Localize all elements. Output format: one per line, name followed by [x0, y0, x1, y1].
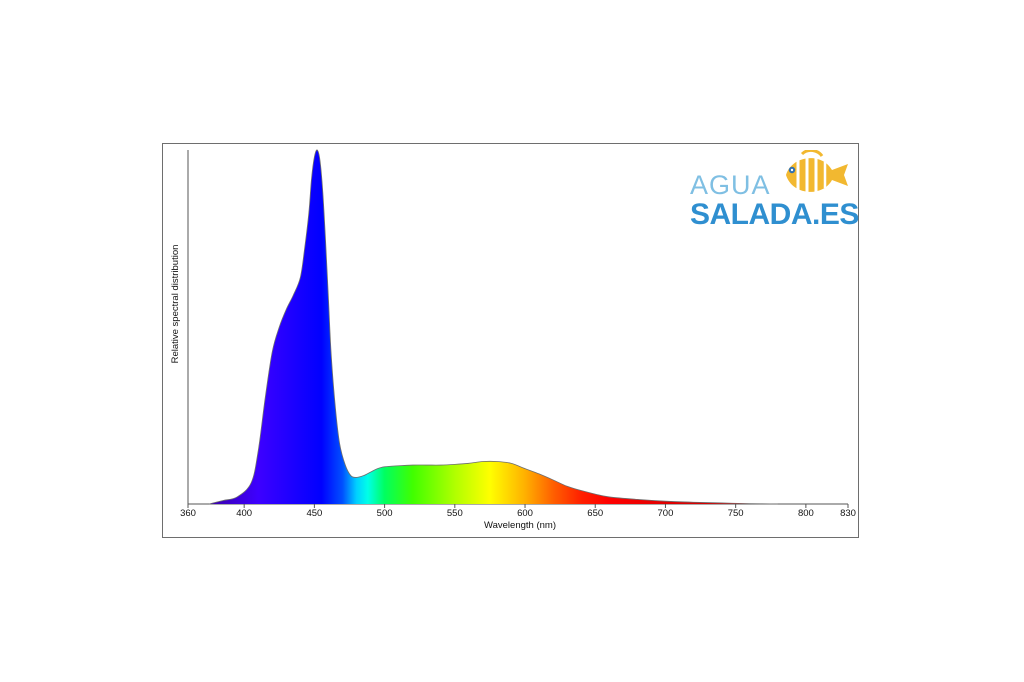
logo: AGUA SALADA.ES [690, 150, 860, 232]
x-tick-label-800: 800 [798, 508, 814, 519]
x-tick-label-700: 700 [658, 508, 674, 519]
x-axis-title: Wavelength (nm) [484, 520, 556, 531]
x-tick-label-450: 450 [306, 508, 322, 519]
x-tick-label-400: 400 [236, 508, 252, 519]
spectrum-curve [208, 149, 778, 505]
x-tick-label-360: 360 [180, 508, 196, 519]
x-tick-label-500: 500 [377, 508, 393, 519]
logo-text-agua: AGUA [690, 170, 771, 200]
chart-frame [162, 143, 859, 538]
x-tick-label-600: 600 [517, 508, 533, 519]
logo-text-salada: SALADA.ES [690, 198, 859, 231]
x-tick-label-550: 550 [447, 508, 463, 519]
x-tick-label-750: 750 [728, 508, 744, 519]
x-tick-label-650: 650 [587, 508, 603, 519]
y-axis-title: Relative spectral distribution [170, 245, 181, 364]
spectrum-area [209, 149, 778, 505]
x-tick-label-830: 830 [840, 508, 856, 519]
butterflyfish-icon [786, 150, 848, 194]
